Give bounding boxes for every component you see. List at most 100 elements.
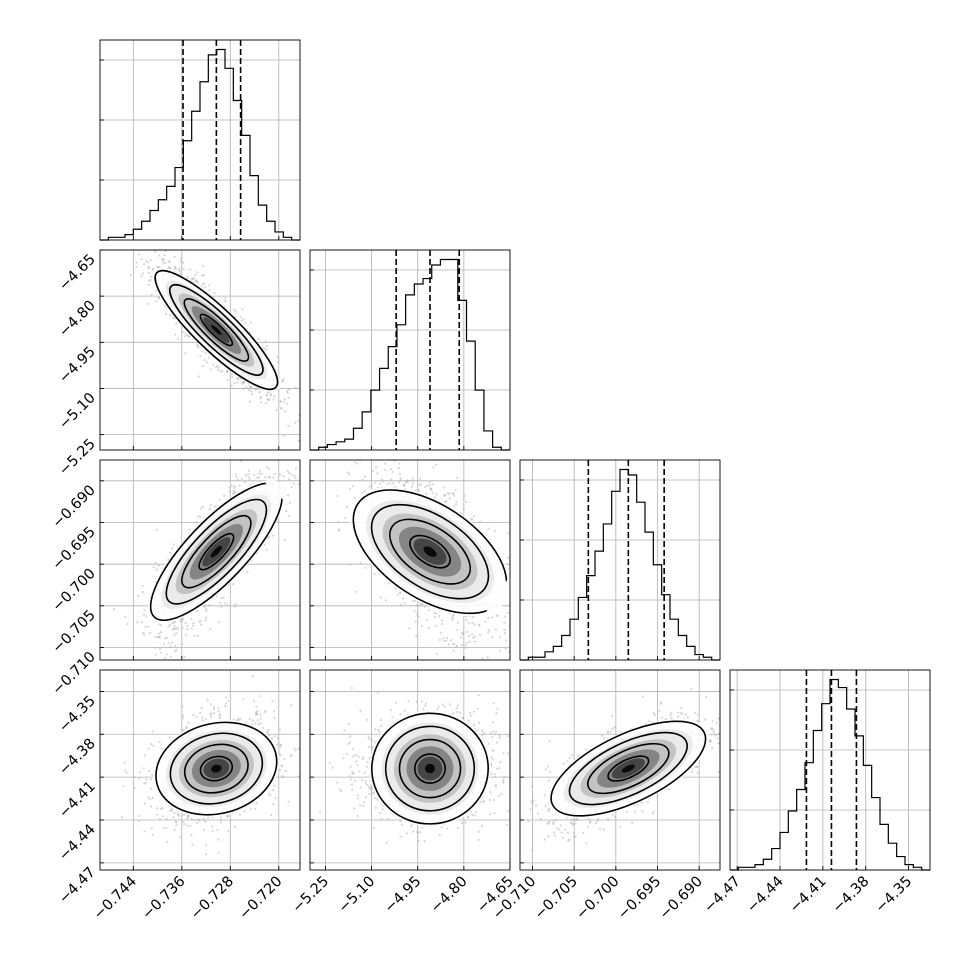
scatter-point: [167, 247, 169, 249]
scatter-point: [155, 528, 158, 531]
scatter-point: [473, 515, 476, 518]
scatter-point: [353, 496, 356, 499]
scatter-point: [417, 456, 419, 458]
scatter-point: [238, 813, 241, 816]
scatter-point: [209, 703, 212, 706]
scatter-point: [188, 528, 191, 531]
scatter-point: [418, 604, 421, 608]
scatter-point: [359, 561, 362, 564]
scatter-point: [286, 391, 289, 394]
scatter-point: [171, 628, 174, 631]
scatter-point: [407, 454, 409, 456]
scatter-point: [265, 548, 268, 551]
scatter-point: [411, 482, 414, 485]
scatter-point: [361, 478, 364, 481]
scatter-point: [175, 322, 178, 325]
scatter-point: [394, 456, 396, 458]
scatter-point: [283, 434, 286, 437]
scatter-point: [145, 260, 148, 263]
scatter-point: [571, 675, 573, 677]
scatter-point: [462, 631, 465, 634]
scatter-point: [240, 477, 243, 480]
scatter-point: [427, 609, 430, 612]
scatter-point: [445, 500, 448, 503]
scatter-point: [199, 354, 202, 357]
scatter-point: [348, 473, 351, 476]
scatter-point: [277, 742, 280, 745]
scatter-point: [457, 621, 460, 624]
scatter-point: [504, 647, 507, 650]
scatter-point: [413, 609, 416, 613]
scatter-point: [165, 653, 168, 656]
scatter-point: [151, 833, 155, 836]
scatter-point: [410, 485, 413, 488]
scatter-point: [251, 719, 254, 722]
scatter-point: [173, 317, 176, 320]
scatter-point: [272, 398, 275, 401]
scatter-point: [267, 391, 270, 394]
y-tick-label: −4.80: [56, 298, 99, 341]
scatter-point: [209, 627, 212, 631]
scatter-panel-1-0: −5.25−5.10−4.95−4.80−4.65: [56, 246, 301, 479]
scatter-point: [411, 600, 414, 603]
scatter-point: [255, 705, 258, 709]
scatter-point: [388, 422, 390, 424]
scatter-point: [496, 614, 499, 617]
density-shading: [152, 267, 281, 393]
scatter-point: [215, 366, 218, 369]
scatter-point: [240, 319, 243, 322]
scatter-point: [155, 300, 158, 303]
scatter-point: [181, 820, 184, 823]
scatter-point: [417, 489, 421, 492]
scatter-point: [419, 477, 422, 480]
scatter-point: [268, 398, 271, 401]
scatter-point: [124, 615, 127, 619]
scatter-point: [406, 479, 409, 482]
scatter-point: [163, 254, 166, 257]
scatter-point: [382, 480, 385, 483]
scatter-point: [278, 728, 282, 731]
scatter-point: [181, 627, 184, 630]
scatter-point: [173, 621, 176, 624]
scatter-point: [277, 361, 280, 364]
scatter-point: [225, 696, 228, 699]
scatter-point: [172, 543, 175, 546]
scatter-point: [258, 391, 261, 394]
scatter-point: [147, 261, 150, 264]
scatter-point: [165, 817, 168, 820]
scatter-point: [163, 656, 167, 660]
scatter-point: [242, 387, 245, 390]
scatter-point: [466, 630, 469, 633]
scatter-point: [380, 423, 382, 425]
scatter-point: [204, 286, 207, 289]
y-tick-label: −5.25: [56, 436, 99, 479]
scatter-point: [535, 678, 537, 680]
scatter-point: [435, 493, 438, 496]
scatter-point: [346, 471, 350, 474]
scatter-point: [142, 767, 145, 770]
scatter-point: [197, 375, 201, 378]
scatter-point: [170, 246, 172, 248]
scatter-point: [222, 596, 225, 599]
scatter-point: [158, 647, 162, 650]
scatter-point: [226, 378, 229, 381]
scatter-point: [224, 299, 227, 302]
scatter-point: [181, 643, 184, 646]
scatter-point: [143, 609, 146, 612]
scatter-point: [323, 731, 325, 733]
scatter-point: [446, 637, 449, 640]
scatter-point: [204, 352, 207, 355]
scatter-point: [174, 644, 177, 647]
scatter-point: [208, 289, 211, 292]
scatter-point: [465, 615, 468, 618]
scatter-point: [494, 628, 498, 631]
scatter-panel-3-0: −0.744 −0.736 −0.728 −0.720−4.47−4.44−4.41−…: [56, 669, 325, 923]
scatter-point: [283, 398, 286, 401]
scatter-point: [426, 619, 429, 622]
y-tick-label: −4.44: [56, 822, 99, 865]
scatter-point: [400, 603, 403, 607]
scatter-point: [247, 389, 251, 392]
scatter-point: [507, 611, 510, 615]
density-shading: [349, 487, 510, 617]
